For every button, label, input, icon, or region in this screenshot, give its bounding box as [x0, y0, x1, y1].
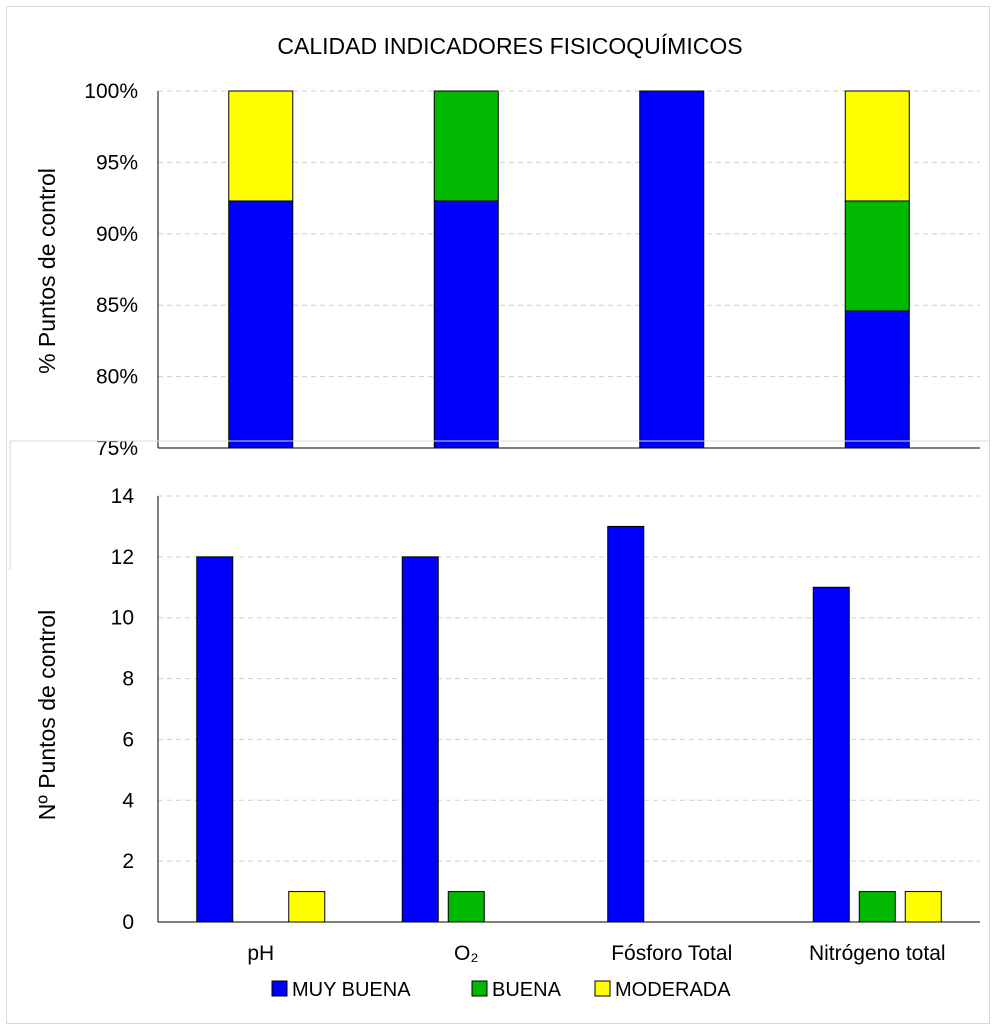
top-y-tick-labels: 75% 80% 85% 90% 95% 100%: [84, 80, 138, 460]
x-tick-label: Fósforo Total: [611, 942, 732, 965]
x-tick-label: Nitrógeno total: [809, 942, 946, 965]
bottom-bar: [196, 556, 234, 923]
chart-frame: [6, 6, 990, 1024]
bottom-y-tick-label: 12: [111, 546, 134, 569]
top-bars: [228, 90, 910, 449]
bottom-bars: [196, 525, 942, 923]
bottom-bar: [288, 891, 326, 923]
bottom-y-tick-label: 2: [122, 850, 134, 873]
bottom-bar: [401, 556, 439, 923]
top-y-tick-label: 100%: [84, 80, 138, 103]
bottom-y-tick-label: 14: [111, 485, 135, 508]
top-y-tick-label: 90%: [96, 223, 138, 246]
bottom-y-tick-labels: 0 2 4 6 8 10 12 14: [111, 485, 135, 934]
top-y-tick-label: 95%: [96, 151, 138, 174]
bottom-y-tick-label: 10: [111, 607, 134, 630]
bottom-bar: [607, 525, 645, 923]
top-bar-segment: [844, 90, 910, 202]
bottom-bar: [812, 586, 850, 923]
count-bar-chart: 0 2 4 6 8 10 12 14 pH O₂ Fósforo Total Nitrógeno t…: [34, 485, 980, 965]
bottom-bar: [858, 891, 896, 923]
top-bar-segment: [228, 200, 294, 449]
legend: MUY BUENA BUENA MODERADA: [271, 979, 731, 1001]
top-y-axis-title: % Puntos de control: [34, 168, 60, 374]
legend-swatch: [594, 980, 611, 997]
x-tick-label: O₂: [454, 942, 479, 965]
bottom-gridlines: [157, 495, 980, 923]
bottom-bar: [904, 891, 942, 923]
top-gridlines: [157, 90, 980, 449]
legend-swatch: [271, 980, 288, 997]
legend-label: BUENA: [492, 979, 562, 1001]
top-bar-segment: [433, 90, 499, 202]
stacked-percent-chart: 75% 80% 85% 90% 95% 100% % Puntos de control: [34, 80, 980, 460]
bottom-x-tick-labels: pH O₂ Fósforo Total Nitrógeno total: [247, 942, 945, 965]
legend-swatch: [471, 980, 488, 997]
legend-label: MODERADA: [615, 979, 731, 1001]
top-y-tick-label: 75%: [96, 437, 138, 460]
top-bar-segment: [228, 90, 294, 202]
bottom-y-tick-label: 4: [122, 789, 134, 812]
top-y-tick-label: 80%: [96, 366, 138, 389]
bottom-y-tick-label: 6: [122, 728, 134, 751]
bottom-bar: [447, 891, 485, 923]
top-bar-segment: [433, 200, 499, 449]
top-y-tick-label: 85%: [96, 294, 138, 317]
top-bar-segment: [639, 90, 705, 449]
legend-label: MUY BUENA: [292, 979, 411, 1001]
top-bar-segment: [844, 310, 910, 449]
x-tick-label: pH: [247, 942, 274, 965]
bottom-y-axis-title: Nº Puntos de control: [34, 610, 60, 820]
top-bar-segment: [844, 200, 910, 312]
bottom-y-tick-label: 8: [122, 668, 134, 691]
bottom-y-tick-label: 0: [122, 911, 134, 934]
chart-title: CALIDAD INDICADORES FISICOQUÍMICOS: [277, 33, 742, 59]
